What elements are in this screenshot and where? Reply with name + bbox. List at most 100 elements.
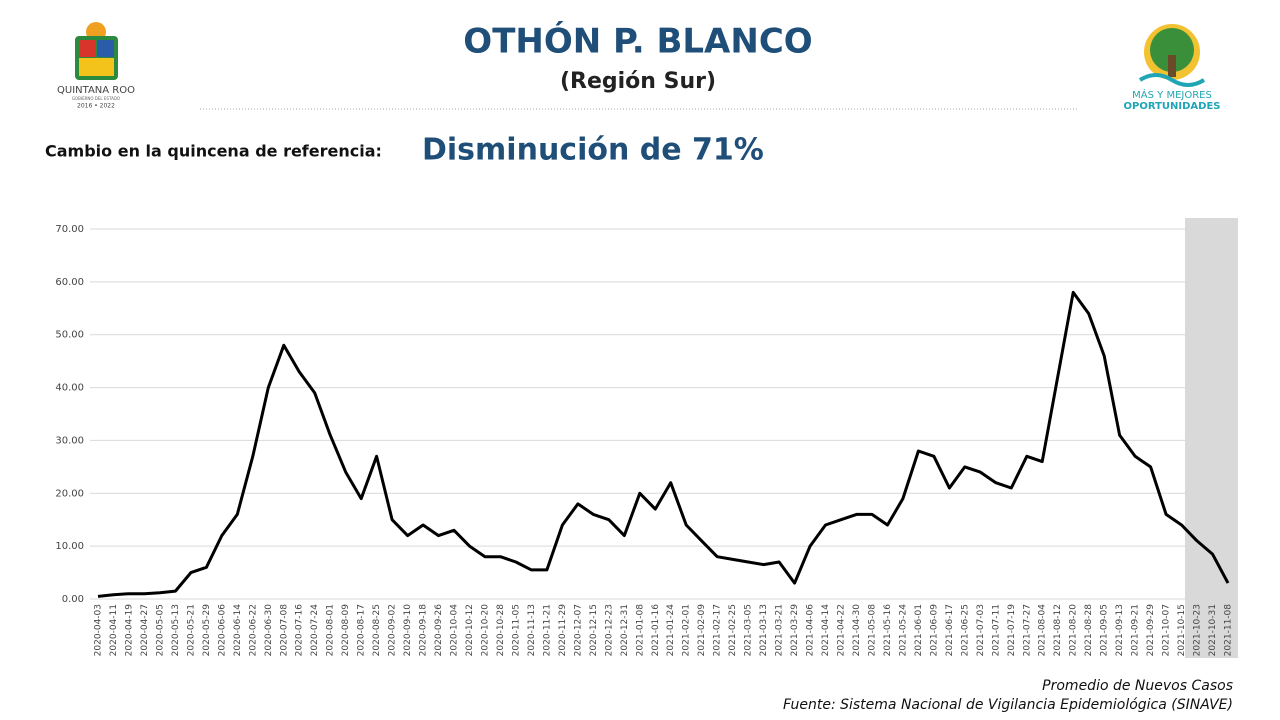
x-tick-label: 2020-07-16 [295, 604, 305, 657]
y-tick-label: 20.00 [55, 488, 84, 499]
x-tick-label: 2021-02-25 [728, 604, 738, 656]
title: OTHÓN P. BLANCO [463, 21, 812, 62]
x-tick-label: 2021-04-06 [806, 604, 816, 657]
x-tick-label: 2020-08-01 [326, 604, 336, 656]
x-tick-label: 2020-05-13 [171, 604, 181, 656]
x-tick-label: 2021-08-04 [1038, 604, 1048, 657]
x-tick-label: 2021-06-17 [945, 604, 955, 656]
x-tick-label: 2020-10-12 [465, 604, 475, 656]
x-tick-label: 2020-09-26 [434, 604, 444, 657]
x-tick-label: 2021-09-21 [1131, 604, 1141, 656]
highlight-band [1185, 218, 1238, 658]
x-tick-label: 2020-11-05 [511, 604, 521, 656]
x-tick-label: 2021-08-12 [1053, 604, 1063, 656]
x-tick-label: 2021-05-08 [867, 604, 877, 657]
x-tick-label: 2021-02-01 [682, 604, 692, 656]
x-tick-label: 2021-03-21 [775, 604, 785, 656]
x-tick-label: 2021-03-29 [790, 604, 800, 657]
y-tick-label: 60.00 [55, 277, 84, 288]
x-tick-label: 2021-10-07 [1162, 604, 1172, 656]
x-tick-label: 2021-05-16 [883, 604, 893, 657]
y-tick-label: 40.00 [55, 383, 84, 394]
x-tick-label: 2020-08-09 [341, 604, 351, 657]
subtitle: (Región Sur) [560, 69, 716, 94]
change-label: Cambio en la quincena de referencia: [45, 142, 382, 161]
logo-text: 2016 • 2022 [77, 103, 115, 110]
x-tick-label: 2020-06-30 [264, 604, 274, 657]
x-tick-label: 2020-09-18 [419, 604, 429, 657]
x-tick-label: 2021-03-13 [759, 604, 769, 656]
x-tick-label: 2020-05-21 [186, 604, 196, 656]
x-tick-label: 2021-09-29 [1146, 604, 1156, 657]
x-tick-label: 2021-04-22 [837, 604, 847, 656]
source: Fuente: Sistema Nacional de Vigilancia E… [783, 697, 1233, 713]
x-tick-label: 2021-09-13 [1115, 604, 1125, 656]
x-tick-label: 2021-09-05 [1100, 604, 1110, 656]
x-tick-label: 2021-08-28 [1084, 604, 1094, 657]
x-tick-label: 2020-12-23 [604, 604, 614, 656]
left-logo: QUINTANA ROO GOBIERNO DEL ESTADO 2016 • … [57, 22, 135, 110]
logo-text: GOBIERNO DEL ESTADO [72, 96, 120, 101]
x-tick-label: 2021-07-19 [1007, 604, 1017, 657]
x-tick-label: 2021-10-15 [1177, 604, 1187, 656]
x-tick-label: 2020-04-03 [94, 604, 104, 656]
x-tick-label: 2020-05-05 [155, 604, 165, 656]
change-text: Disminución de 71% [422, 133, 764, 168]
x-tick-label: 2021-07-27 [1022, 604, 1032, 656]
x-tick-label: 2021-07-03 [976, 604, 986, 656]
logo-text: MÁS Y MEJORES [1132, 88, 1212, 101]
x-tick-label: 2021-04-14 [821, 604, 831, 657]
x-tick-label: 2021-06-25 [960, 604, 970, 656]
logo-text: QUINTANA ROO [57, 85, 135, 96]
x-tick-label: 2021-06-09 [929, 604, 939, 657]
plot: 0.00 10.00 20.00 30.00 40.00 50.00 60.00 70.00 2… [55, 224, 1238, 656]
x-tick-label: 2021-04-30 [852, 604, 862, 657]
x-tick-label: 2021-01-16 [651, 604, 661, 657]
x-tick-label: 2021-11-08 [1224, 604, 1234, 657]
x-tick-label: 2020-06-06 [217, 604, 227, 657]
x-tick-label: 2020-11-13 [527, 604, 537, 656]
x-tick-label: 2020-09-02 [388, 604, 398, 656]
x-tick-label: 2020-06-14 [233, 604, 243, 657]
x-tick-label: 2021-03-05 [744, 604, 754, 656]
x-tick-label: 2020-12-07 [573, 604, 583, 656]
x-tick-label: 2021-07-11 [991, 604, 1001, 656]
x-tick-label: 2020-09-10 [403, 604, 413, 657]
x-tick-label: 2020-05-29 [202, 604, 212, 657]
x-tick-label: 2020-11-29 [558, 604, 568, 657]
x-tick-label: 2020-08-17 [357, 604, 367, 656]
y-tick-label: 10.00 [55, 541, 84, 552]
x-tick-label: 2021-02-17 [713, 604, 723, 656]
x-tick-label: 2021-10-31 [1208, 604, 1218, 656]
x-tick-label: 2020-12-15 [589, 604, 599, 656]
x-tick-label: 2020-12-31 [620, 604, 630, 656]
x-tick-label: 2021-02-09 [697, 604, 707, 657]
y-tick-label: 70.00 [55, 224, 84, 235]
note: Promedio de Nuevos Casos [1042, 678, 1233, 694]
x-tick-label: 2021-10-23 [1193, 604, 1203, 656]
x-tick-label: 2021-05-24 [898, 604, 908, 657]
logo-text: OPORTUNIDADES [1124, 101, 1221, 112]
x-tick-label: 2020-06-22 [248, 604, 258, 656]
x-tick-label: 2021-08-20 [1069, 604, 1079, 657]
x-tick-label: 2020-07-08 [279, 604, 289, 657]
x-tick-label: 2020-10-20 [480, 604, 490, 657]
x-tick-label: 2020-04-27 [140, 604, 150, 656]
x-tick-label: 2020-08-25 [372, 604, 382, 656]
x-tick-label: 2020-07-24 [310, 604, 320, 657]
x-tick-label: 2021-06-01 [914, 604, 924, 656]
x-tick-label: 2021-01-24 [666, 604, 676, 657]
x-tick-label: 2021-01-08 [635, 604, 645, 657]
y-tick-label: 0.00 [62, 594, 84, 605]
x-tick-label: 2020-11-21 [542, 604, 552, 656]
x-tick-label: 2020-04-19 [124, 604, 134, 657]
y-tick-label: 50.00 [55, 330, 84, 341]
x-tick-label: 2020-10-28 [496, 604, 506, 657]
y-tick-label: 30.00 [55, 435, 84, 446]
right-logo: MÁS Y MEJORES OPORTUNIDADES [1124, 24, 1221, 112]
x-tick-label: 2020-10-04 [450, 604, 460, 657]
x-tick-label: 2020-04-11 [109, 604, 119, 656]
data-line [97, 290, 1230, 598]
